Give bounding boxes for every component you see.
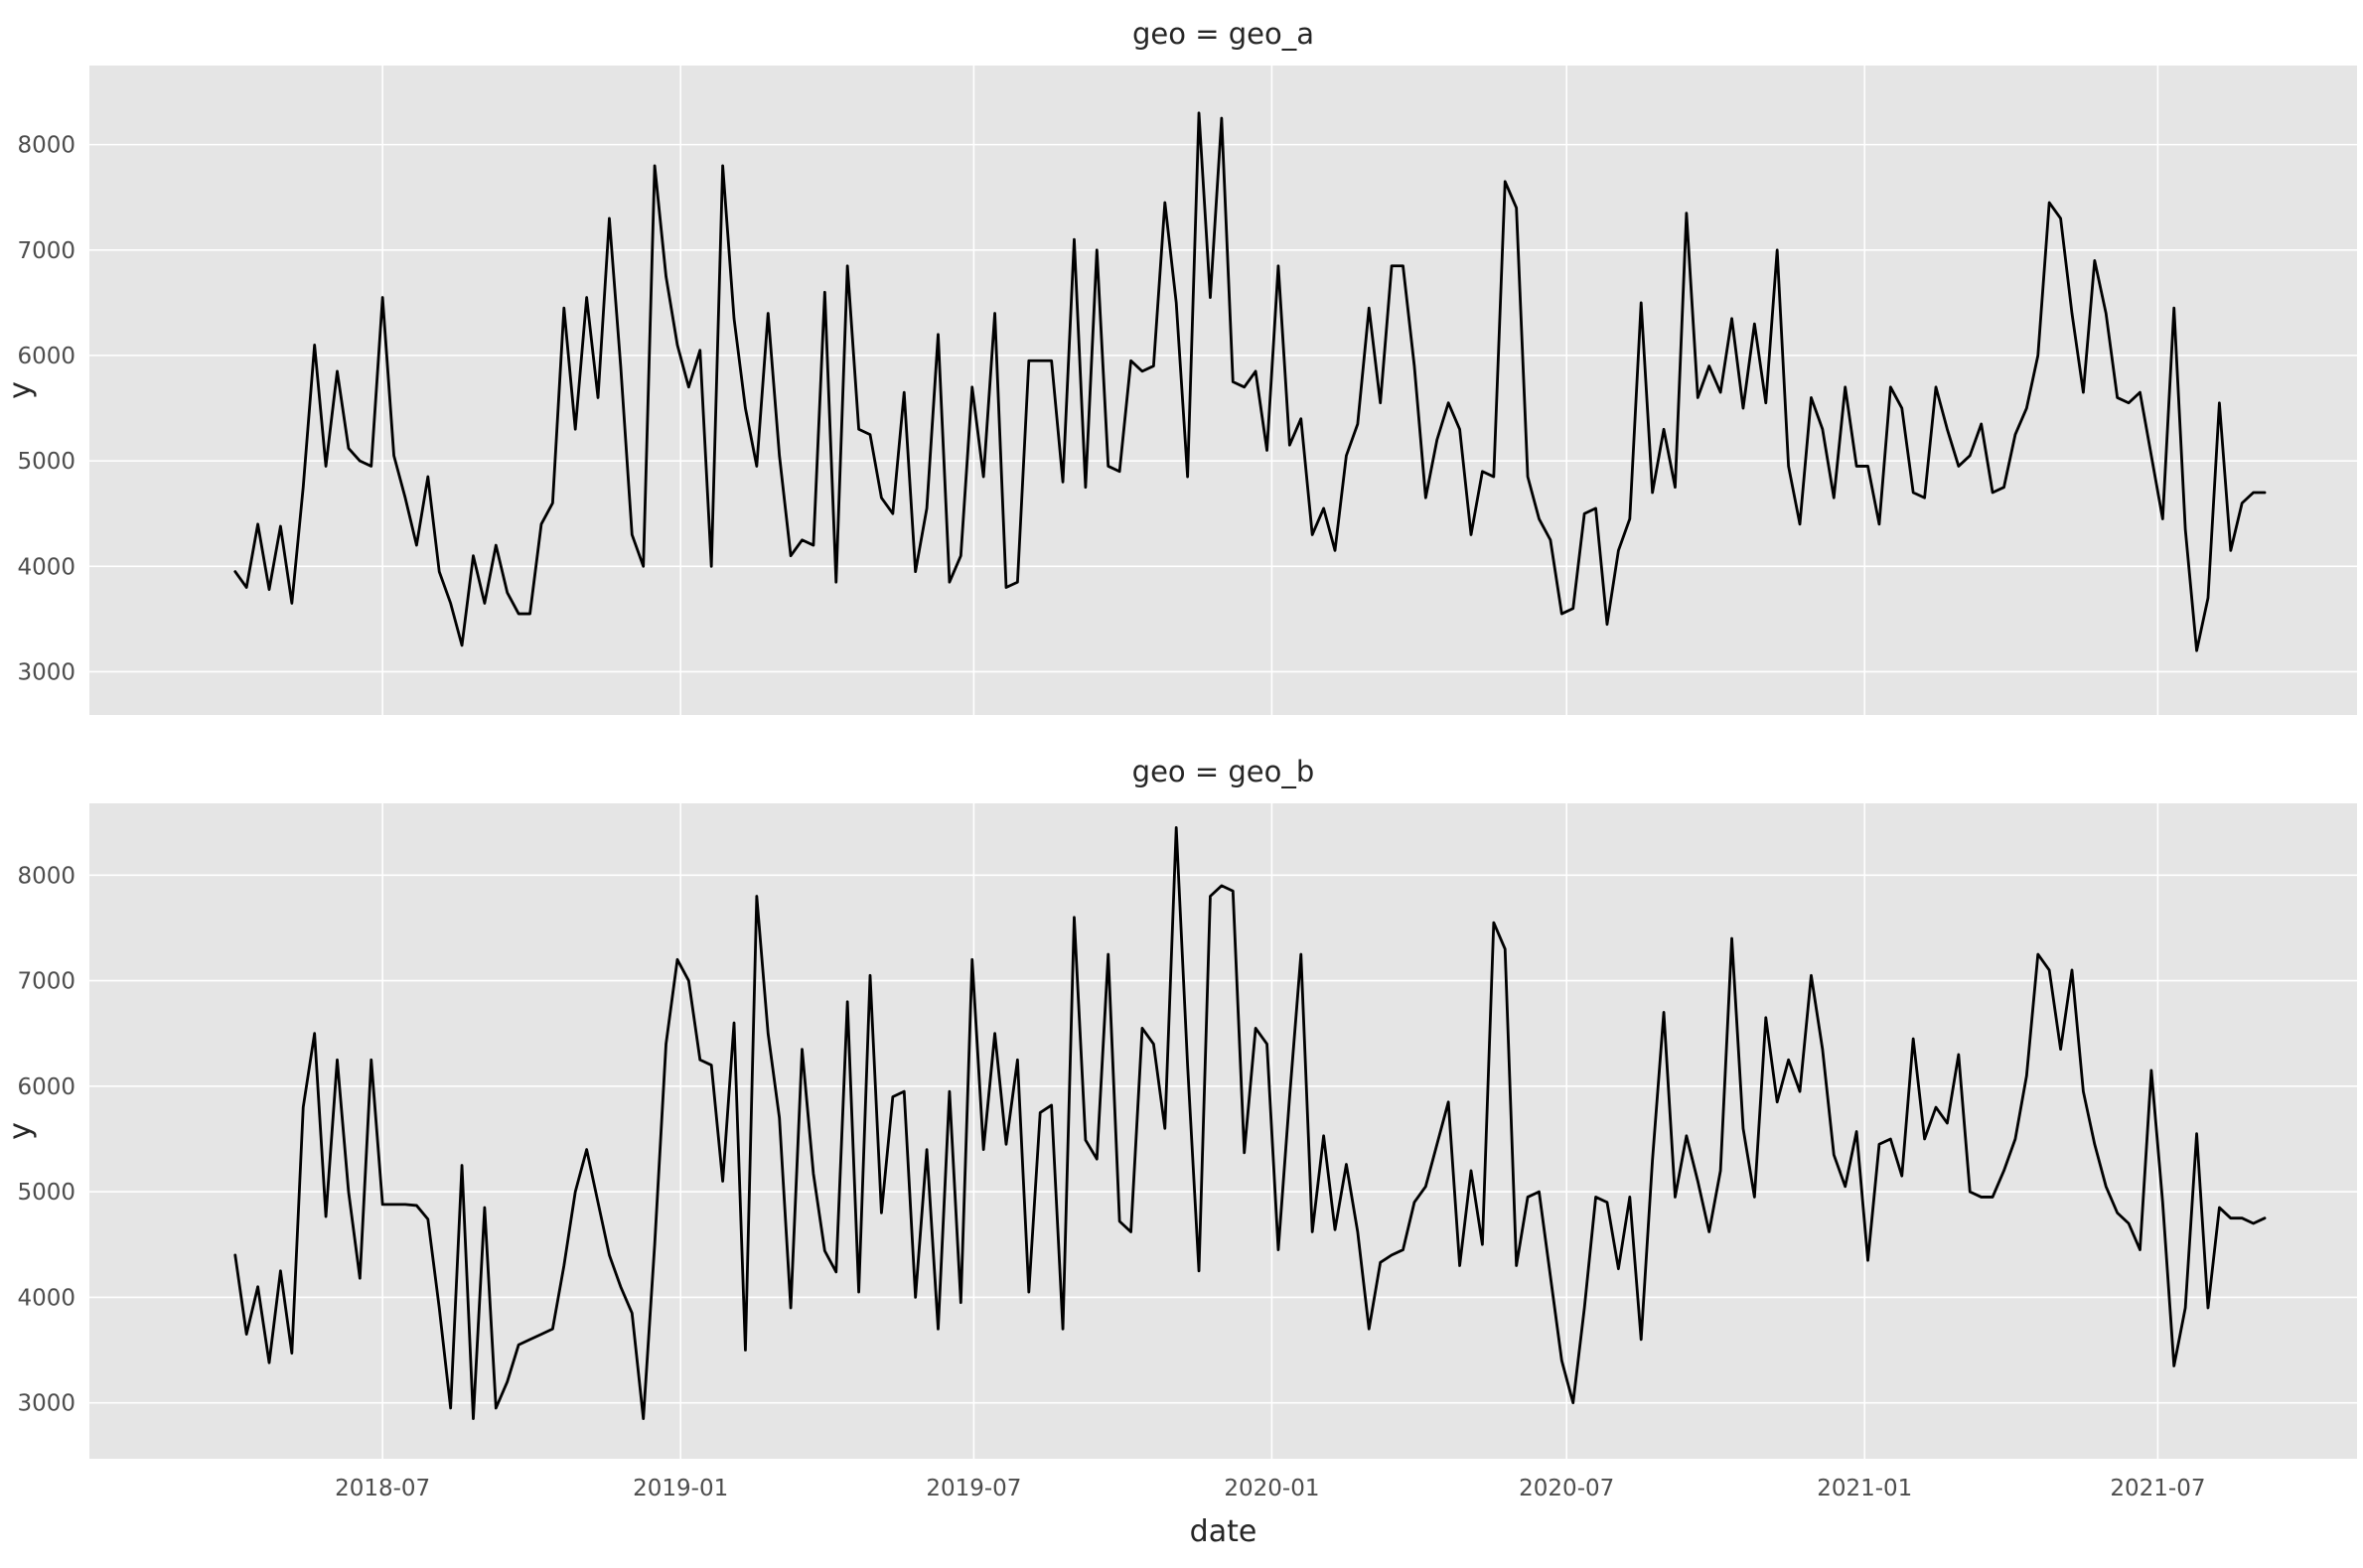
y-tick-label: 4000 xyxy=(17,1285,75,1311)
facet-a-title: geo = geo_a xyxy=(1132,17,1314,51)
facet-b-title: geo = geo_b xyxy=(1132,755,1315,788)
facet-group: 3000 4000 5000 6000 7000 8000 3000 4000 5000 6000… xyxy=(17,66,2357,1501)
y-tick-label: 3000 xyxy=(17,659,75,685)
y-axis-label-top: y xyxy=(3,381,38,399)
x-tick-label: 2019-01 xyxy=(633,1476,728,1501)
y-axis-label-bottom: y xyxy=(3,1122,38,1140)
geo_b-line xyxy=(233,826,2267,1421)
geo_a-line xyxy=(233,111,2267,652)
panel-background xyxy=(89,803,2357,1459)
y-tick-label: 6000 xyxy=(17,344,75,369)
y-tick-label: 5000 xyxy=(17,449,75,475)
x-tick-label: 2020-07 xyxy=(1519,1476,1614,1501)
y-tick-label: 7000 xyxy=(17,238,75,264)
y-tick-label: 7000 xyxy=(17,969,75,995)
y-tick-label: 3000 xyxy=(17,1391,75,1417)
x-tick-label: 2021-01 xyxy=(1817,1476,1912,1501)
x-axis-label: date xyxy=(1190,1514,1257,1549)
x-tick-label: 2019-07 xyxy=(926,1476,1021,1501)
y-tick-label: 8000 xyxy=(17,863,75,889)
x-tick-label: 2021-07 xyxy=(2110,1476,2205,1501)
x-tick-label: 2018-07 xyxy=(335,1476,430,1501)
facet-b: 3000 4000 5000 6000 7000 8000 2018-07 2019-01 20… xyxy=(17,803,2357,1501)
y-tick-label: 6000 xyxy=(17,1074,75,1100)
x-tick-label: 2020-01 xyxy=(1224,1476,1319,1501)
y-tick-label: 5000 xyxy=(17,1180,75,1206)
facet-a: 3000 4000 5000 6000 7000 8000 xyxy=(17,66,2357,715)
y-tick-label: 8000 xyxy=(17,133,75,159)
y-tick-label: 4000 xyxy=(17,554,75,580)
